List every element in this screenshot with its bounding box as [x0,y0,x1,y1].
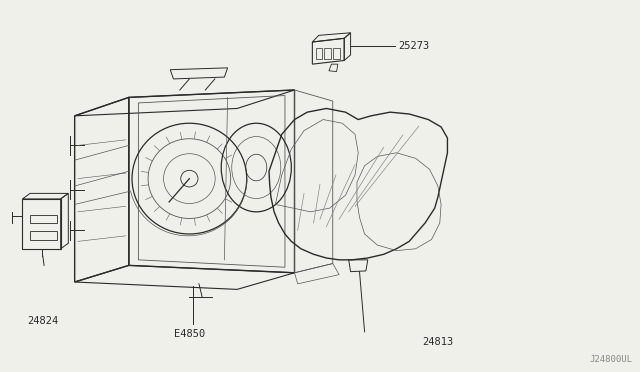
Text: 24824: 24824 [27,316,58,326]
Text: 24813: 24813 [422,337,454,347]
Bar [333,48,340,59]
Text: E4850: E4850 [173,329,205,339]
Text: J24800UL: J24800UL [589,355,632,364]
Text: 25273: 25273 [398,41,429,51]
Bar [30,215,57,223]
Bar [316,48,322,59]
Bar [324,48,331,59]
Bar [30,231,57,240]
